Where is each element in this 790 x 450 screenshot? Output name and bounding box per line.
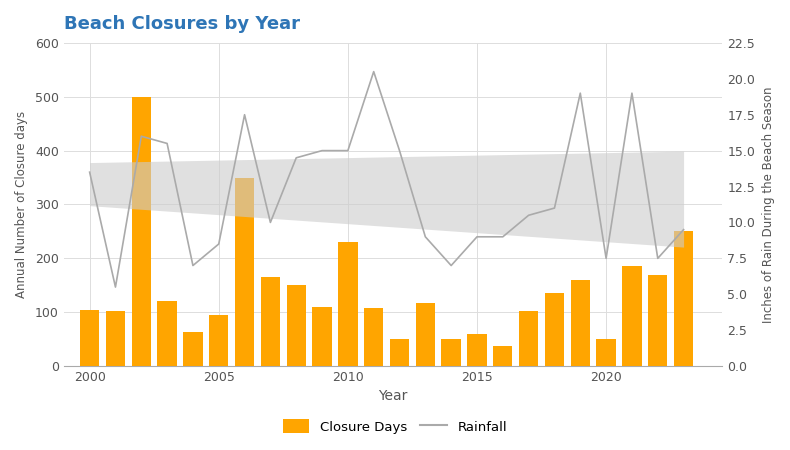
Bar (338, 242, 358, 366)
Legend: Closure Days, Rainfall: Closure Days, Rainfall (278, 414, 512, 439)
Bar (519, 311, 538, 366)
Bar (570, 280, 590, 366)
Bar (468, 334, 487, 366)
Y-axis label: Inches of Rain During the Beach Season: Inches of Rain During the Beach Season (762, 86, 775, 323)
Bar (648, 274, 668, 366)
Bar (209, 315, 228, 366)
Bar (545, 293, 564, 366)
Bar (80, 310, 100, 366)
Bar (132, 97, 151, 366)
Bar (157, 302, 177, 366)
Bar (287, 285, 306, 366)
Bar (493, 346, 513, 366)
Y-axis label: Annual Number of Closure days: Annual Number of Closure days (15, 111, 28, 298)
Bar (106, 310, 125, 366)
Bar (183, 332, 202, 366)
Bar (442, 339, 461, 366)
X-axis label: Year: Year (378, 390, 408, 404)
Bar (364, 308, 383, 366)
Bar (389, 339, 409, 366)
Text: Beach Closures by Year: Beach Closures by Year (64, 15, 300, 33)
Bar (416, 302, 435, 366)
Bar (235, 178, 254, 366)
Bar (312, 307, 332, 366)
Bar (596, 339, 615, 366)
Bar (674, 231, 694, 366)
Bar (623, 266, 641, 366)
Bar (261, 277, 280, 366)
